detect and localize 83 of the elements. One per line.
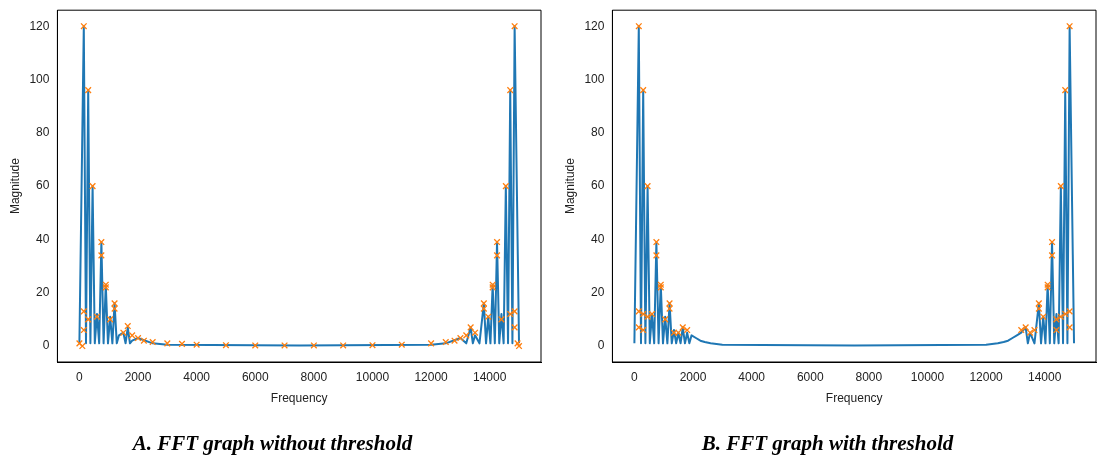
x-tick-label: 4000	[183, 369, 211, 384]
point	[1052, 326, 1060, 334]
x-tick-label: 14000	[473, 369, 507, 384]
point	[471, 329, 479, 337]
point	[84, 315, 92, 323]
point	[1048, 251, 1056, 259]
point	[178, 340, 186, 348]
x-tick-label: 10000	[355, 369, 390, 384]
x-tick-label: 6000	[241, 369, 269, 384]
y-tick-label: 120	[29, 18, 50, 33]
y-axis-title: Magnitude	[562, 157, 577, 215]
point	[661, 315, 669, 323]
point	[497, 315, 505, 323]
x-tick-label: 4000	[738, 369, 766, 384]
point	[339, 342, 347, 349]
x-axis-title: Frequency	[825, 390, 883, 405]
point	[502, 182, 510, 190]
point	[1061, 310, 1069, 318]
point	[1026, 329, 1034, 337]
point	[679, 323, 687, 331]
point	[644, 182, 652, 190]
point	[369, 341, 376, 349]
x-tick-label: 8000	[855, 369, 883, 384]
y-tick-label: 60	[591, 178, 605, 193]
point	[128, 331, 136, 339]
y-tick-label: 40	[36, 231, 50, 246]
point	[511, 22, 519, 30]
point	[442, 338, 450, 346]
point	[149, 338, 157, 346]
point	[310, 342, 318, 349]
point	[97, 238, 105, 246]
x-tick-label: 0	[76, 369, 84, 384]
point	[222, 341, 230, 349]
y-tick-label: 20	[36, 285, 50, 300]
x-tick-label: 2000	[679, 369, 707, 384]
x-axis-title: Frequency	[270, 390, 328, 405]
y-tick-label: 0	[42, 338, 50, 353]
y-tick-label: 80	[591, 125, 605, 140]
y-tick-label: 20	[591, 285, 605, 300]
x-tick-label: 0	[631, 369, 639, 384]
point	[506, 310, 514, 318]
point	[451, 337, 459, 345]
point	[1066, 22, 1074, 30]
y-tick-label: 0	[597, 338, 605, 353]
y-tick-label: 120	[584, 18, 605, 33]
point	[106, 315, 114, 323]
point	[251, 342, 259, 349]
point	[644, 313, 652, 321]
point	[1057, 182, 1065, 190]
point	[80, 307, 88, 315]
point	[427, 339, 435, 347]
point	[93, 313, 101, 321]
point	[398, 341, 406, 349]
x-tick-label: 6000	[796, 369, 824, 384]
x-tick-label: 8000	[300, 369, 328, 384]
point	[89, 182, 97, 190]
point	[456, 334, 464, 342]
point	[493, 251, 501, 259]
y-tick-label: 60	[36, 178, 50, 193]
y-axis-title: Magnitude	[7, 157, 22, 215]
point	[639, 326, 647, 334]
point	[652, 238, 660, 246]
point	[683, 326, 691, 334]
y-tick-label: 100	[584, 71, 605, 86]
x-tick-label: 10000	[910, 369, 945, 384]
point	[1057, 313, 1065, 321]
point	[1052, 315, 1060, 323]
y-tick-label: 100	[29, 71, 50, 86]
x-tick-label: 12000	[969, 369, 1004, 384]
point	[80, 326, 88, 334]
text: B. FFT graph with threshold	[700, 430, 954, 455]
point	[635, 323, 643, 331]
x-tick-label: 2000	[124, 369, 152, 384]
x-tick-label: 12000	[414, 369, 449, 384]
text: A. FFT graph without threshold	[130, 430, 413, 455]
point	[124, 322, 132, 330]
x-tick-label: 14000	[1028, 369, 1062, 384]
point	[1030, 326, 1038, 334]
point	[140, 337, 148, 345]
y-tick-label: 40	[591, 231, 605, 246]
point	[1017, 326, 1025, 334]
point	[635, 307, 643, 315]
y-tick-label: 80	[36, 125, 50, 140]
